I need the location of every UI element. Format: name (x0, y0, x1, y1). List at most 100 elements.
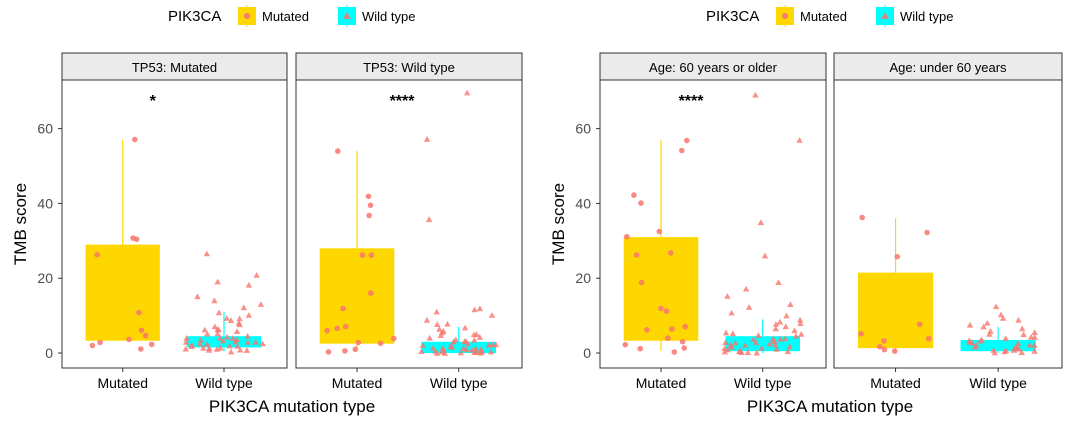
data-point (240, 304, 247, 311)
data-point (352, 346, 359, 353)
facet-strip (833, 52, 1063, 81)
data-point (891, 348, 898, 354)
data-point (460, 345, 467, 351)
facet-panel: TP53: Mutated Mutated Wild type * (61, 52, 288, 391)
data-point (461, 324, 469, 331)
facet-panel: Age: 60 years or older Mutated Wild type **… (599, 52, 827, 391)
y-tick-label: 60 (575, 121, 591, 137)
data-point (257, 301, 265, 307)
legend-key-mutated (776, 5, 794, 27)
figure-tp53: PIK3CA Mutated Wild type TMB score 0 20 40 60 PI… (11, 5, 523, 416)
data-point (669, 326, 675, 332)
data-point (471, 337, 478, 343)
data-point (722, 339, 729, 346)
data-point (772, 341, 779, 348)
data-point (679, 338, 686, 345)
x-tick-label: Wild type (430, 375, 488, 391)
data-point (391, 335, 397, 342)
data-point (728, 309, 735, 316)
data-point (368, 290, 374, 296)
data-point (796, 316, 804, 323)
data-point (126, 336, 132, 343)
x-tick-label: Mutated (97, 375, 148, 391)
data-point (637, 345, 643, 352)
legend: PIK3CA Mutated Wild type (168, 5, 415, 27)
data-point (236, 315, 243, 322)
data-point (991, 349, 998, 356)
data-point (244, 333, 251, 339)
legend-label: Mutated (262, 9, 309, 24)
data-point (771, 338, 778, 344)
data-point (325, 349, 332, 355)
data-point (658, 305, 664, 312)
data-point (213, 346, 221, 352)
data-point (437, 332, 444, 338)
facet-panel: Age: under 60 years Mutated Wild type (833, 52, 1063, 391)
legend-marker (881, 12, 889, 19)
data-point (216, 334, 224, 341)
x-tick-label: Wild type (969, 375, 1027, 391)
facet-strip-label: TP53: Mutated (132, 60, 217, 75)
data-point (219, 337, 227, 344)
legend-marker (244, 13, 250, 19)
data-point (798, 330, 805, 337)
data-point (966, 321, 974, 328)
legend-label: Wild type (900, 9, 953, 24)
data-point (476, 333, 483, 340)
data-point (89, 342, 96, 349)
x-tick-label: Wild type (734, 375, 792, 391)
data-point (472, 345, 479, 351)
data-point (724, 293, 731, 299)
facet-strip-label: Age: 60 years or older (649, 60, 778, 75)
data-point (679, 147, 685, 154)
data-point (236, 321, 243, 328)
data-point (775, 279, 782, 285)
data-point (433, 308, 440, 315)
data-point (729, 330, 737, 337)
data-point (324, 327, 331, 334)
data-point (464, 340, 471, 347)
data-point (671, 349, 678, 355)
data-point (355, 339, 362, 346)
data-point (1015, 340, 1022, 346)
data-point (470, 331, 478, 338)
data-point (1020, 331, 1027, 337)
y-tick-label: 0 (45, 345, 53, 361)
data-point (758, 345, 765, 351)
data-point (624, 233, 630, 240)
data-point (684, 137, 690, 144)
data-point (229, 335, 236, 341)
data-point (426, 334, 433, 341)
data-point (196, 340, 204, 347)
data-point (783, 312, 790, 319)
data-point (772, 325, 779, 332)
data-point (227, 348, 235, 355)
data-point (237, 346, 244, 353)
data-point (203, 250, 210, 257)
legend-key-wild-type (876, 5, 894, 27)
data-point (492, 341, 500, 348)
data-point (464, 89, 471, 96)
data-point (786, 343, 793, 350)
data-point (97, 339, 103, 346)
data-point (1019, 325, 1026, 332)
data-point (796, 137, 803, 143)
data-point (204, 330, 211, 337)
data-point (761, 252, 769, 259)
data-point (211, 323, 218, 330)
data-point (791, 327, 798, 334)
data-point (441, 350, 449, 356)
data-point (750, 336, 757, 342)
y-axis-title: TMB score (549, 183, 568, 265)
figure-age: PIK3CA Mutated Wild type TMB score 0 20 40 60 PI… (549, 5, 1063, 416)
data-point (335, 148, 341, 154)
y-tick-label: 20 (37, 270, 53, 286)
data-point (485, 341, 493, 348)
data-point (488, 312, 496, 318)
data-point (133, 236, 140, 243)
data-point (182, 345, 189, 352)
data-point (211, 297, 218, 304)
x-tick-label: Mutated (870, 375, 921, 391)
box-mutated (622, 137, 699, 355)
data-point (721, 345, 728, 352)
